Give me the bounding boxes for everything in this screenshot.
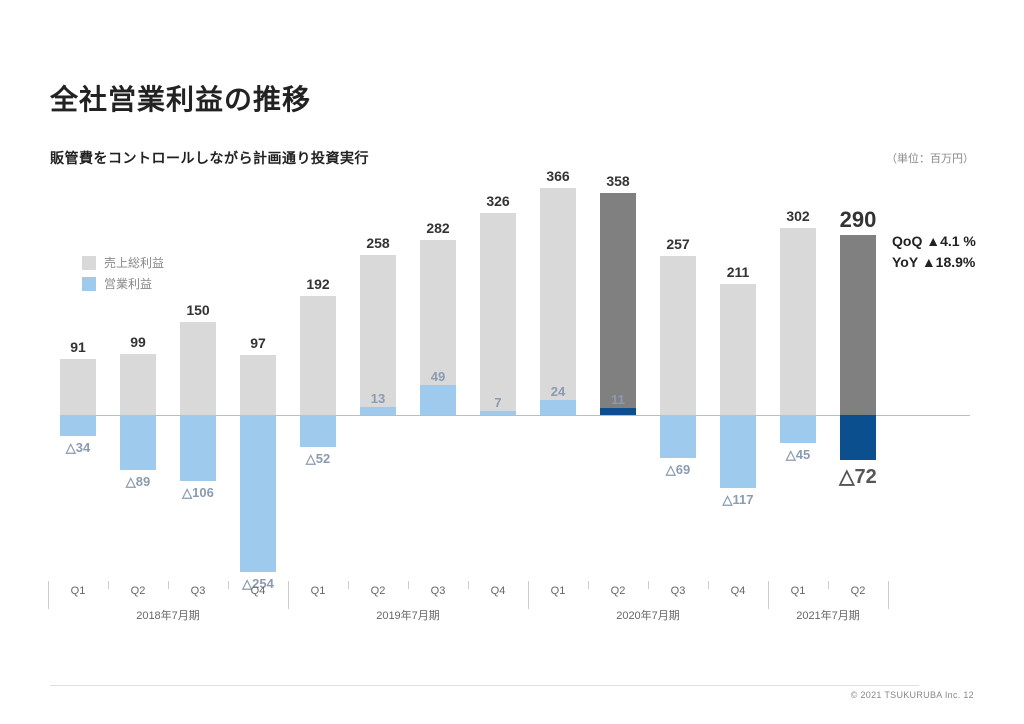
label-gross: 358 <box>588 173 648 189</box>
label-op: △45 <box>763 447 833 463</box>
q-label: Q2 <box>363 585 393 597</box>
year-sep <box>768 581 769 609</box>
label-op: △69 <box>643 462 713 478</box>
q-label: Q1 <box>303 585 333 597</box>
label-op: △117 <box>703 492 773 508</box>
bar-op <box>240 415 276 572</box>
bar-op <box>540 400 576 415</box>
bar-gross <box>240 355 276 415</box>
q-tick <box>228 581 229 589</box>
year-sep <box>888 581 889 609</box>
q-label: Q3 <box>663 585 693 597</box>
q-label: Q2 <box>123 585 153 597</box>
q-tick <box>708 581 709 589</box>
bar-op <box>360 407 396 415</box>
label-op: 24 <box>533 384 583 399</box>
qoq-line-2: YoY ▲18.9% <box>892 252 976 273</box>
year-group-label: 2019年7月期 <box>300 607 516 623</box>
q-label: Q1 <box>543 585 573 597</box>
q-label: Q4 <box>723 585 753 597</box>
label-gross: 91 <box>48 339 108 355</box>
label-gross: 257 <box>648 236 708 252</box>
label-op: △34 <box>43 440 113 456</box>
label-gross: 99 <box>108 334 168 350</box>
bar-gross <box>120 354 156 415</box>
q-label: Q1 <box>783 585 813 597</box>
bar-op <box>300 415 336 447</box>
bar-chart: 91△3499△89150△10697△254192△5225813282493… <box>60 190 970 630</box>
q-label: Q1 <box>63 585 93 597</box>
label-op: 49 <box>413 369 463 384</box>
label-gross: 258 <box>348 235 408 251</box>
label-gross: 302 <box>768 208 828 224</box>
label-gross: 326 <box>468 193 528 209</box>
bar-op <box>480 411 516 415</box>
bar-gross <box>780 228 816 415</box>
label-op: △106 <box>163 485 233 501</box>
q-label: Q4 <box>483 585 513 597</box>
q-label: Q3 <box>183 585 213 597</box>
page-title: 全社営業利益の推移 <box>50 78 311 118</box>
bar-op <box>60 415 96 436</box>
q-tick <box>168 581 169 589</box>
qoq-line-1: QoQ ▲4.1 % <box>892 231 976 252</box>
year-group-label: 2018年7月期 <box>60 607 276 623</box>
bar-gross <box>720 284 756 415</box>
bar-op <box>780 415 816 443</box>
bar-op <box>180 415 216 481</box>
bar-op <box>420 385 456 415</box>
label-gross: 97 <box>228 335 288 351</box>
bar-op <box>840 415 876 460</box>
q-tick <box>648 581 649 589</box>
q-label: Q2 <box>843 585 873 597</box>
footer-text: © 2021 TSUKURUBA Inc. 12 <box>851 690 974 700</box>
bar-gross <box>840 235 876 415</box>
label-gross: 366 <box>528 168 588 184</box>
bar-op <box>600 408 636 415</box>
year-sep <box>528 581 529 609</box>
bar-op <box>120 415 156 470</box>
label-op: 13 <box>353 391 403 406</box>
year-group-label: 2020年7月期 <box>540 607 756 623</box>
q-tick <box>408 581 409 589</box>
qoq-text: QoQ ▲4.1 % YoY ▲18.9% <box>892 231 976 273</box>
year-sep <box>48 581 49 609</box>
label-op: △72 <box>823 464 893 489</box>
label-gross: 192 <box>288 276 348 292</box>
bar-op <box>720 415 756 488</box>
bar-gross <box>480 213 516 415</box>
label-op: 7 <box>473 395 523 410</box>
q-tick <box>108 581 109 589</box>
label-op: 11 <box>593 392 643 407</box>
q-tick <box>588 581 589 589</box>
label-op: △52 <box>283 451 353 467</box>
label-gross: 211 <box>708 264 768 280</box>
q-label: Q2 <box>603 585 633 597</box>
page-subtitle: 販管費をコントロールしながら計画通り投資実行 <box>50 148 369 168</box>
label-gross: 282 <box>408 220 468 236</box>
year-group-label: 2021年7月期 <box>780 607 876 623</box>
unit-label: （単位：百万円） <box>886 150 974 166</box>
q-label: Q4 <box>243 585 273 597</box>
q-label: Q3 <box>423 585 453 597</box>
label-gross: 150 <box>168 302 228 318</box>
bar-gross <box>540 188 576 415</box>
bar-gross <box>300 296 336 415</box>
q-tick <box>348 581 349 589</box>
year-sep <box>288 581 289 609</box>
label-gross: 290 <box>828 207 888 233</box>
bar-gross <box>60 359 96 415</box>
bar-gross <box>600 193 636 415</box>
q-tick <box>468 581 469 589</box>
footer-line <box>50 685 919 686</box>
bar-gross <box>180 322 216 415</box>
bar-gross <box>660 256 696 415</box>
bar-op <box>660 415 696 458</box>
q-tick <box>828 581 829 589</box>
